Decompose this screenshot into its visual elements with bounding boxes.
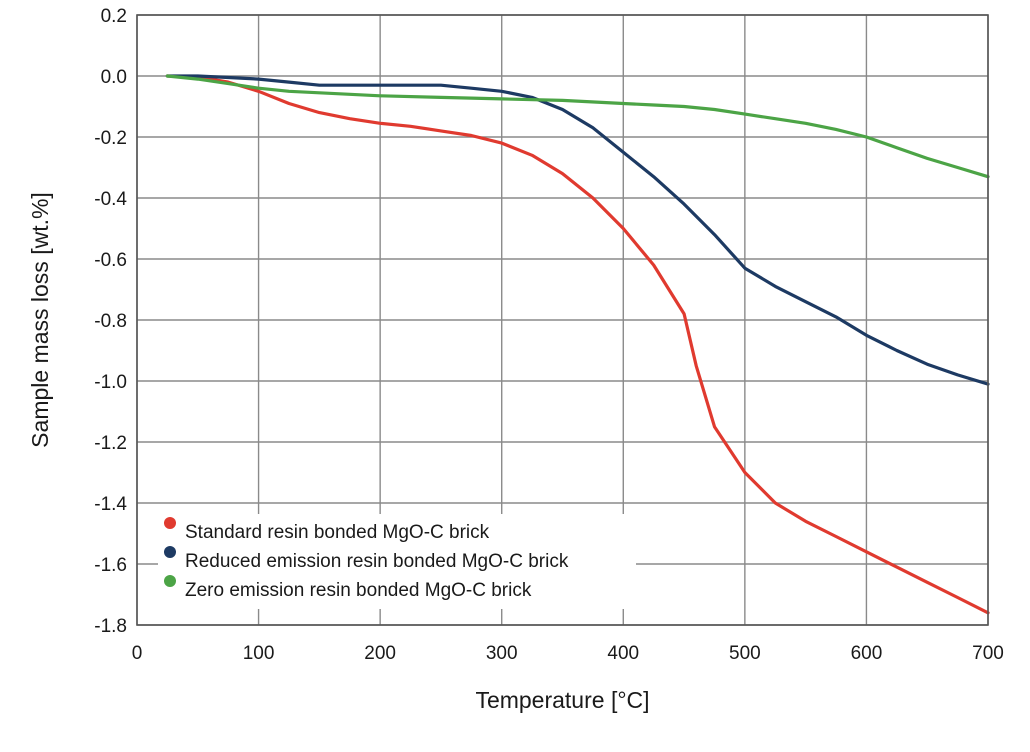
- x-tick-label: 100: [243, 643, 275, 664]
- series-line-3: [165, 74, 990, 179]
- legend-marker-3: [164, 575, 176, 587]
- legend: Standard resin bonded MgO-C brick Reduced…: [158, 514, 636, 609]
- plot-frame: [136, 14, 989, 626]
- y-tick-label: -0.4: [94, 189, 127, 210]
- legend-label-3: Zero emission resin bonded MgO-C brick: [185, 580, 532, 601]
- y-axis-ticks: 0.2 0.0 -0.2 -0.4 -0.6 -0.8 -1.0 -1.2 -1.4 -1.6 -1…: [94, 6, 127, 637]
- x-axis-ticks: 0 100 200 300 400 500 600 700: [132, 643, 1004, 664]
- y-tick-label: -0.2: [94, 128, 127, 149]
- y-tick-label: -1.4: [94, 494, 127, 515]
- x-tick-label: 200: [364, 643, 396, 664]
- y-tick-label: -0.6: [94, 250, 127, 271]
- legend-marker-1: [164, 517, 176, 529]
- y-tick-label: -1.0: [94, 372, 127, 393]
- x-tick-label: 500: [729, 643, 761, 664]
- x-tick-label: 300: [486, 643, 518, 664]
- series-line-1: [165, 74, 990, 615]
- y-tick-label: 0.2: [101, 6, 127, 27]
- x-tick-label: 600: [851, 643, 883, 664]
- series-line-2: [165, 74, 990, 386]
- x-tick-label: 400: [607, 643, 639, 664]
- x-tick-label: 700: [972, 643, 1004, 664]
- y-tick-label: -1.8: [94, 616, 127, 637]
- y-tick-label: -1.2: [94, 433, 127, 454]
- legend-background: [158, 514, 636, 609]
- legend-label-2: Reduced emission resin bonded MgO-C bric…: [185, 551, 569, 572]
- y-tick-label: -1.6: [94, 555, 127, 576]
- y-tick-label: -0.8: [94, 311, 127, 332]
- legend-marker-2: [164, 546, 176, 558]
- y-axis-title: Sample mass loss [wt.%]: [27, 192, 53, 448]
- legend-label-1: Standard resin bonded MgO-C brick: [185, 522, 490, 543]
- y-tick-label: 0.0: [101, 67, 127, 88]
- x-axis-title: Temperature [°C]: [475, 687, 649, 713]
- x-tick-label: 0: [132, 643, 143, 664]
- series-lines: [165, 74, 990, 615]
